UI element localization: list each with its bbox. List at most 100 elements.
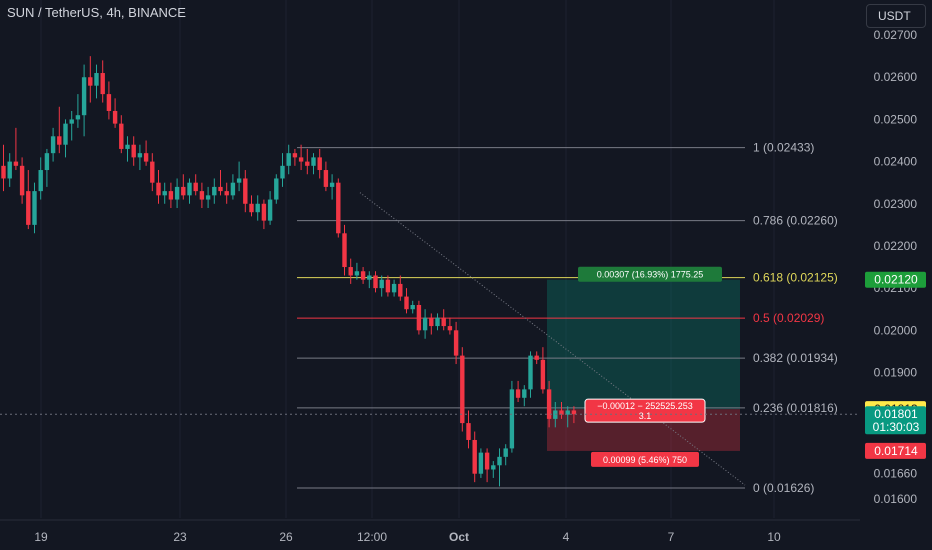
time-axis[interactable]: 19 23 26 12:00 Oct 4 7 10	[0, 413, 860, 544]
time-tick-label: 23	[173, 530, 187, 544]
candle-body	[13, 161, 19, 166]
price-badge-target	[865, 271, 926, 288]
candle-body	[81, 77, 87, 116]
candle-body	[329, 182, 335, 187]
fib-level-label: 0.618 (0.02125)	[753, 271, 838, 285]
candle-body	[94, 73, 99, 86]
fib-level-label: 0.382 (0.01934)	[753, 351, 838, 365]
candle-body	[367, 275, 372, 280]
candle-body	[187, 182, 192, 196]
candle-body	[236, 178, 242, 183]
time-tick-label: 12:00	[357, 530, 387, 544]
candlesticks	[1, 56, 577, 487]
candle-body	[168, 191, 174, 200]
loss-label: 0.00099 (5.46%) 750	[603, 455, 687, 465]
fib-level-label: 0.786 (0.02260)	[753, 214, 838, 228]
candle-body	[57, 136, 62, 145]
candle-body	[75, 115, 81, 120]
candle-body	[298, 157, 304, 162]
fib-level-label: 0 (0.01626)	[753, 481, 814, 495]
candle-body	[422, 317, 428, 331]
candle-body	[286, 153, 291, 166]
candle-body	[274, 178, 279, 200]
diagonal-trend-line[interactable]	[359, 192, 746, 486]
candle-body	[466, 423, 471, 440]
candle-body	[404, 296, 409, 310]
candle-body	[534, 355, 539, 360]
price-tick-label: 0.02700	[874, 28, 918, 42]
candle-body	[472, 439, 477, 474]
candle-body	[565, 410, 570, 415]
candle-body	[373, 275, 378, 289]
candle-body	[26, 191, 31, 225]
candle-body	[410, 305, 415, 310]
candle-body	[280, 165, 285, 179]
candle-body	[323, 170, 329, 187]
price-badge-stop	[865, 442, 926, 459]
trend-line[interactable]	[359, 192, 746, 486]
candle-body	[88, 77, 93, 86]
price-tick-label: 0.02500	[874, 112, 918, 126]
candle-body	[267, 199, 273, 221]
candle-body	[429, 317, 434, 327]
candle-body	[156, 182, 161, 196]
candle-body	[497, 456, 502, 466]
candle-body	[131, 144, 136, 158]
candle-body	[32, 191, 37, 225]
time-tick-label: 10	[767, 530, 781, 544]
candle-body	[50, 136, 56, 154]
candle-body	[243, 178, 248, 204]
candle-body	[112, 110, 118, 124]
candle-body	[317, 157, 322, 171]
position-labels: 0.00307 (16.93%) 1775.25 −0.00012 − 25252…	[578, 266, 722, 467]
candle-body	[224, 191, 229, 196]
candle-body	[503, 448, 508, 457]
candle-body	[261, 203, 267, 221]
candle-body	[150, 161, 155, 183]
entry-label-box	[584, 398, 706, 423]
candle-body	[230, 182, 236, 196]
candle-body	[379, 279, 384, 289]
candle-body	[249, 203, 254, 213]
long-position-tool[interactable]	[547, 279, 740, 451]
candle-body	[193, 182, 198, 192]
candle-body	[218, 186, 223, 192]
candle-body	[484, 452, 490, 470]
price-tick-label: 0.02200	[874, 239, 918, 253]
candle-body	[125, 144, 130, 149]
risk-reward-label: 3.1	[639, 411, 652, 421]
price-tick-label: 0.02000	[874, 323, 918, 337]
price-tick-label: 0.01900	[874, 365, 918, 379]
candle-body	[491, 465, 496, 470]
entry-label: −0.00012 − 252525.253	[597, 401, 693, 411]
candle-body	[162, 191, 167, 196]
loss-label-box	[591, 451, 699, 467]
candle-body	[69, 119, 74, 124]
candle-body	[205, 195, 211, 200]
price-badge-target-label: 0.02120	[874, 273, 918, 287]
currency-button[interactable]: USDT	[866, 4, 926, 28]
candle-body	[478, 452, 484, 474]
candle-body	[360, 271, 366, 280]
price-badge-current	[865, 406, 926, 435]
candle-body	[540, 359, 546, 390]
candle-body	[546, 389, 552, 419]
candle-body	[336, 182, 341, 234]
candle-body	[416, 305, 422, 331]
candle-body	[143, 153, 149, 162]
candle-body	[391, 283, 397, 293]
time-tick-label: 4	[563, 530, 570, 544]
candle-body	[255, 203, 260, 213]
candle-body	[515, 389, 521, 398]
candle-body	[44, 153, 50, 171]
candle-body	[199, 191, 205, 200]
profit-zone[interactable]	[547, 279, 740, 410]
candle-body	[453, 330, 459, 356]
candle-body	[106, 94, 112, 111]
fib-retracement[interactable]: 1 (0.02433) 0.786 (0.02260) 0.618 (0.02125…	[297, 141, 838, 495]
candle-body	[174, 186, 180, 200]
candle-body	[342, 233, 347, 268]
candle-body	[292, 153, 298, 158]
